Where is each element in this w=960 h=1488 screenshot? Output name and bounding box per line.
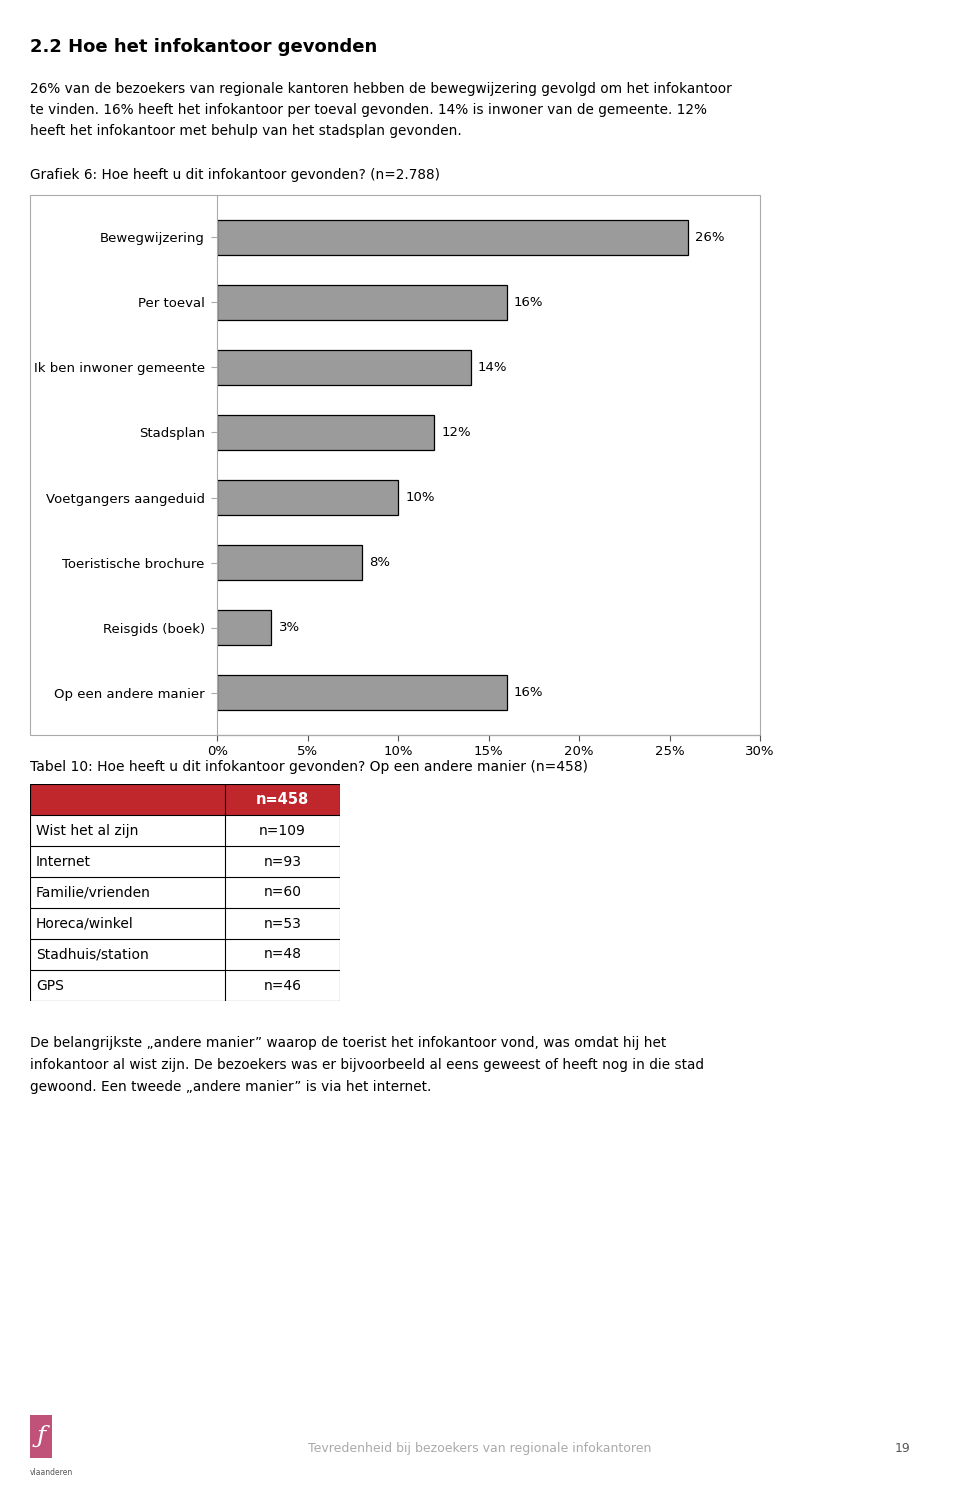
Text: GPS: GPS	[36, 979, 64, 992]
Text: 26% van de bezoekers van regionale kantoren hebben de bewegwijzering gevolgd om : 26% van de bezoekers van regionale kanto…	[30, 82, 732, 97]
Bar	[30, 1415, 52, 1458]
Text: n=60: n=60	[263, 885, 301, 900]
Text: n=458: n=458	[256, 792, 309, 806]
Text: n=46: n=46	[263, 979, 301, 992]
Text: gewoond. Een tweede „andere manier” is via het internet.: gewoond. Een tweede „andere manier” is v…	[30, 1080, 431, 1094]
Text: Tabel 10: Hoe heeft u dit infokantoor gevonden? Op een andere manier (n=458): Tabel 10: Hoe heeft u dit infokantoor ge…	[30, 760, 588, 774]
Text: heeft het infokantoor met behulp van het stadsplan gevonden.: heeft het infokantoor met behulp van het…	[30, 124, 462, 138]
Bar	[217, 415, 434, 451]
Text: 26%: 26%	[695, 231, 725, 244]
Text: De belangrijkste „andere manier” waarop de toerist het infokantoor vond, was omd: De belangrijkste „andere manier” waarop …	[30, 1036, 666, 1051]
Text: 19: 19	[895, 1442, 910, 1455]
Bar	[217, 284, 507, 320]
Bar	[217, 545, 362, 580]
Text: infokantoor al wist zijn. De bezoekers was er bijvoorbeeld al eens geweest of he: infokantoor al wist zijn. De bezoekers w…	[30, 1058, 704, 1071]
Bar	[217, 350, 470, 385]
Bar	[217, 220, 687, 256]
Text: vlaanderen: vlaanderen	[30, 1469, 73, 1478]
Text: te vinden. 16% heeft het infokantoor per toeval gevonden. 14% is inwoner van de : te vinden. 16% heeft het infokantoor per…	[30, 103, 707, 118]
Text: Horeca/winkel: Horeca/winkel	[36, 917, 133, 930]
Text: 16%: 16%	[514, 296, 543, 310]
Text: Stadhuis/station: Stadhuis/station	[36, 948, 149, 961]
Text: n=93: n=93	[263, 854, 301, 869]
Text: Grafiek 6: Hoe heeft u dit infokantoor gevonden? (n=2.788): Grafiek 6: Hoe heeft u dit infokantoor g…	[30, 168, 440, 182]
Text: Tevredenheid bij bezoekers van regionale infokantoren: Tevredenheid bij bezoekers van regionale…	[308, 1442, 652, 1455]
Bar	[217, 479, 398, 515]
Bar	[217, 674, 507, 710]
Text: n=53: n=53	[264, 917, 301, 930]
Text: 12%: 12%	[442, 426, 471, 439]
Bar	[217, 610, 272, 646]
Text: Familie/vrienden: Familie/vrienden	[36, 885, 151, 900]
Text: 14%: 14%	[478, 362, 507, 373]
Text: Internet: Internet	[36, 854, 91, 869]
Text: n=109: n=109	[259, 823, 306, 838]
Text: 2.2 Hoe het infokantoor gevonden: 2.2 Hoe het infokantoor gevonden	[30, 39, 377, 57]
Text: ƒ: ƒ	[36, 1426, 46, 1448]
Text: 3%: 3%	[278, 620, 300, 634]
Text: 16%: 16%	[514, 686, 543, 699]
Text: Wist het al zijn: Wist het al zijn	[36, 823, 138, 838]
Text: 8%: 8%	[370, 557, 390, 568]
Text: n=48: n=48	[263, 948, 301, 961]
Text: 10%: 10%	[405, 491, 435, 504]
